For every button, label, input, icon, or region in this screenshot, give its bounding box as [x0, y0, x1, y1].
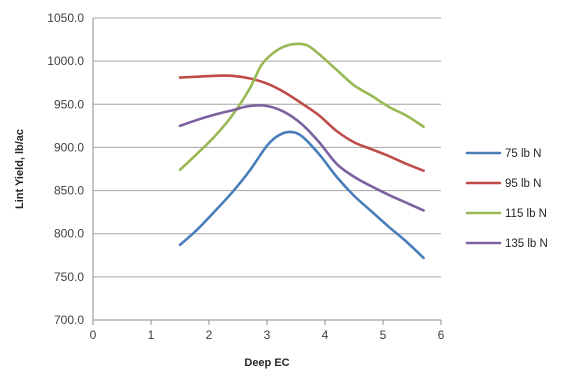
y-tick-label: 800.0 [54, 227, 84, 241]
x-tick-label: 4 [322, 328, 329, 342]
legend-label: 95 lb N [505, 178, 541, 190]
legend-item-95-lb-n: 95 lb N [465, 178, 541, 190]
x-axis-title: Deep EC [244, 357, 289, 369]
series-line-115-lb-n [178, 42, 425, 172]
y-tick-label: 1050.0 [47, 11, 84, 25]
y-tick-label: 1000.0 [47, 54, 84, 68]
legend-label: 75 lb N [505, 148, 541, 160]
x-tick-label: 3 [264, 328, 271, 342]
y-tick-label: 950.0 [54, 97, 84, 111]
legend: 75 lb N 95 lb N 115 lb N 135 lb N [465, 148, 548, 250]
legend-item-135-lb-n: 135 lb N [465, 238, 548, 250]
axes [92, 18, 442, 325]
y-tick-label: 850.0 [54, 184, 84, 198]
y-tick-label: 750.0 [54, 270, 84, 284]
series-line-135-lb-n [178, 104, 425, 212]
legend-label: 115 lb N [505, 208, 547, 220]
y-tick-label: 700.0 [54, 313, 84, 327]
legend-item-75-lb-n: 75 lb N [465, 148, 541, 160]
tick-labels: 700.0 750.0 800.0 850.0 900.0 950.0 1000.0 1050… [47, 11, 444, 342]
x-tick-label: 0 [90, 328, 97, 342]
gridlines [93, 17, 441, 278]
series-lines [178, 42, 425, 260]
x-tick-label: 2 [206, 328, 213, 342]
legend-item-115-lb-n: 115 lb N [465, 208, 547, 220]
series-line-95-lb-n [178, 74, 425, 173]
y-axis-title: Lint Yield, lb/ac [14, 129, 26, 209]
series-line-75-lb-n [178, 130, 425, 260]
x-tick-label: 1 [148, 328, 155, 342]
legend-label: 135 lb N [505, 238, 548, 250]
y-tick-label: 900.0 [54, 140, 84, 154]
x-tick-label: 5 [380, 328, 387, 342]
x-tick-label: 6 [438, 328, 445, 342]
